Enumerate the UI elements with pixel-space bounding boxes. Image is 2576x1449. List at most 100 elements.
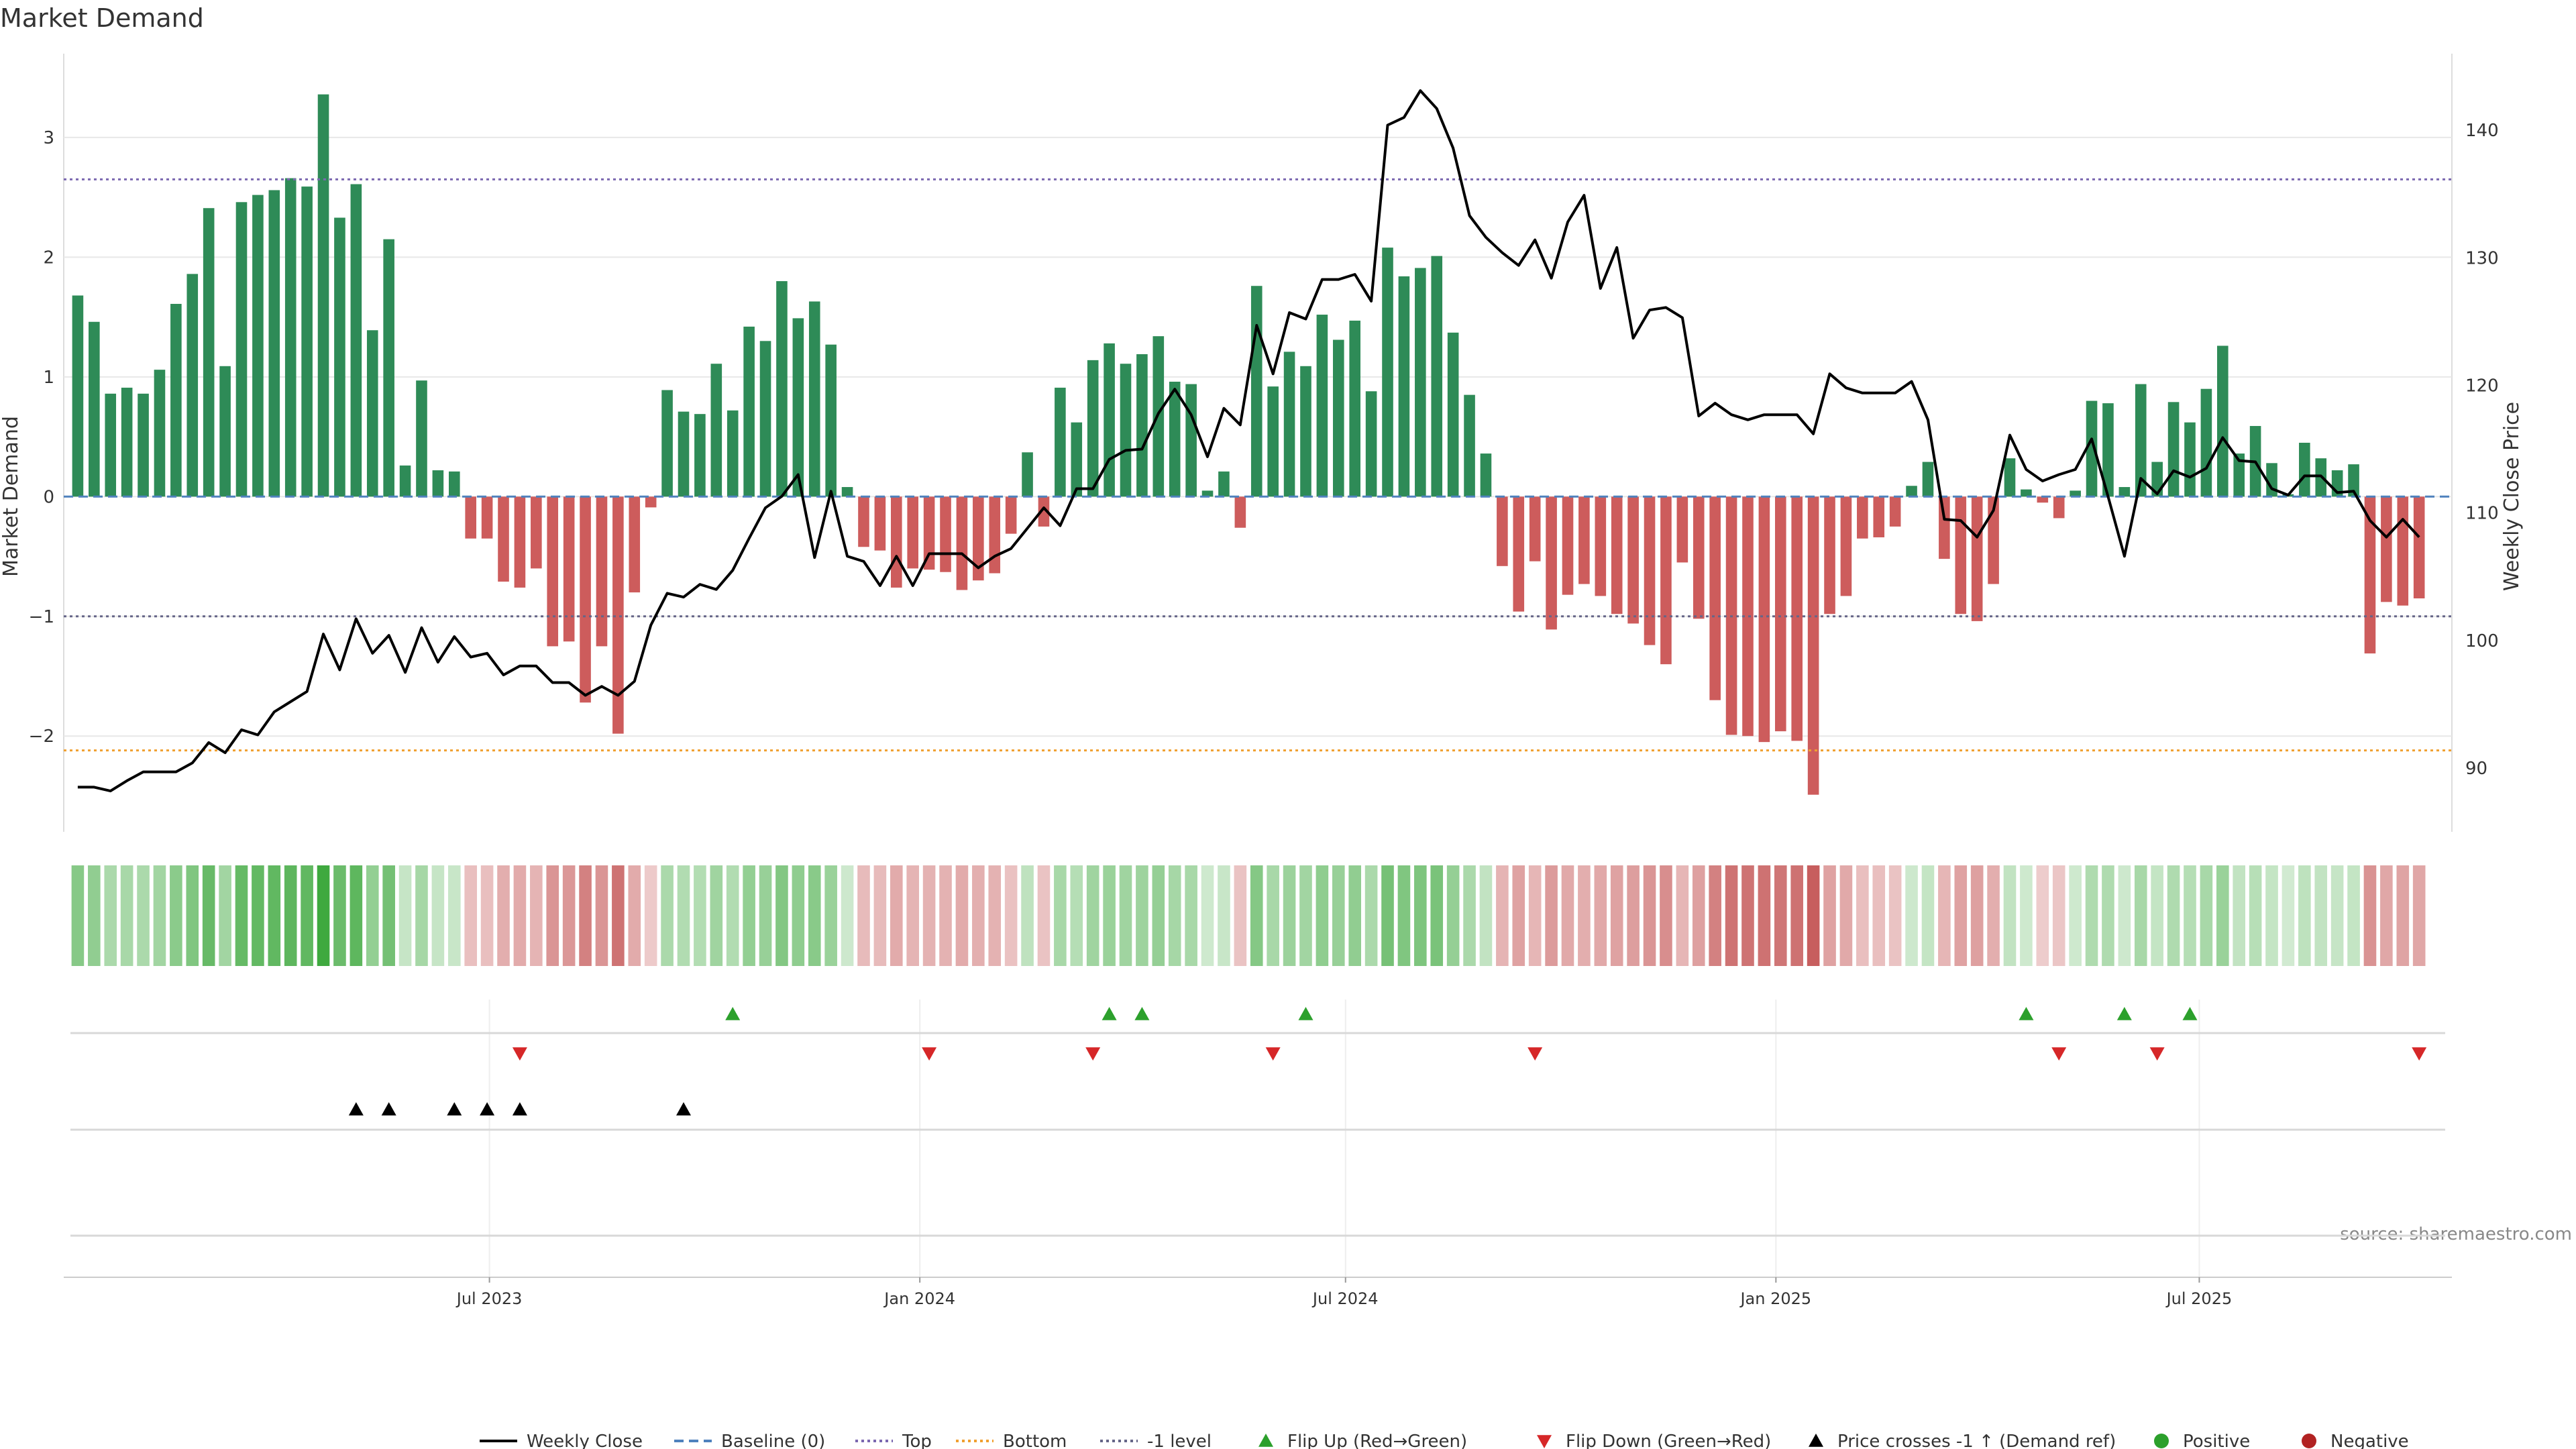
demand-bar-positive bbox=[2200, 388, 2212, 497]
demand-bar-negative bbox=[1234, 496, 1246, 528]
demand-bar-negative bbox=[596, 496, 608, 647]
strip-cell-negative bbox=[612, 865, 625, 966]
strip-cell-negative bbox=[1561, 865, 1574, 966]
legend-item: Bottom bbox=[956, 1432, 1067, 1449]
demand-bar-positive bbox=[219, 366, 231, 497]
flip-up-marker bbox=[1298, 1007, 1313, 1020]
legend-swatch bbox=[1258, 1434, 1273, 1447]
strip-cell-positive bbox=[333, 865, 346, 966]
strip-cell-positive bbox=[2020, 865, 2033, 966]
demand-bar-negative bbox=[1644, 496, 1656, 645]
strip-cell-negative bbox=[988, 865, 1002, 966]
strip-cell-negative bbox=[1676, 865, 1689, 966]
strip-cell-positive bbox=[202, 865, 215, 966]
price-cross-marker bbox=[348, 1102, 364, 1116]
legend-item: Top bbox=[855, 1432, 932, 1449]
strip-cell-negative bbox=[873, 865, 887, 966]
demand-bar-negative bbox=[890, 496, 902, 588]
flip-down-marker bbox=[2051, 1047, 2067, 1061]
strip-cell-positive bbox=[88, 865, 101, 966]
strip-cell-negative bbox=[939, 865, 952, 966]
strip-cell-negative bbox=[497, 865, 510, 966]
demand-bar-negative bbox=[1676, 496, 1688, 563]
strip-cell-positive bbox=[726, 865, 739, 966]
strip-cell-positive bbox=[1119, 865, 1132, 966]
legend-label: Flip Down (Green→Red) bbox=[1566, 1432, 1771, 1449]
strip-cell-negative bbox=[2036, 865, 2049, 966]
legend-label: Positive bbox=[2183, 1432, 2250, 1449]
legend-item: Positive bbox=[2154, 1432, 2250, 1449]
demand-bar-negative bbox=[2053, 496, 2065, 519]
strip-cell-positive bbox=[1201, 865, 1214, 966]
price-cross-marker bbox=[381, 1102, 396, 1116]
strip-cell-negative bbox=[1839, 865, 1853, 966]
demand-bar-negative bbox=[1971, 496, 1983, 621]
demand-bar-positive bbox=[1906, 486, 1917, 497]
y-tick-label-left: 2 bbox=[43, 248, 54, 268]
flip-down-marker bbox=[2149, 1047, 2165, 1061]
legend-label: Baseline (0) bbox=[721, 1432, 825, 1449]
demand-bar-positive bbox=[1922, 462, 1934, 497]
demand-bar-positive bbox=[1382, 248, 1393, 497]
demand-bar-negative bbox=[465, 496, 476, 539]
demand-bar-positive bbox=[825, 344, 837, 497]
flip-up-marker bbox=[1134, 1007, 1150, 1020]
demand-bar-positive bbox=[1071, 422, 1083, 497]
demand-bar-negative bbox=[1005, 496, 1017, 534]
strip-cell-negative bbox=[644, 865, 657, 966]
x-axis: Jul 2023 Jan 2024 Jul 2024 Jan 2025 Jul 2025 bbox=[64, 1277, 2452, 1308]
strip-cell-negative bbox=[1037, 865, 1051, 966]
flip-down-marker bbox=[922, 1047, 937, 1061]
demand-bar-positive bbox=[2004, 458, 2016, 497]
flip-up-marker bbox=[1102, 1007, 1117, 1020]
strip-cell-positive bbox=[2233, 865, 2246, 966]
strip-cell-positive bbox=[694, 865, 706, 966]
strip-cell-positive bbox=[824, 865, 837, 966]
demand-bar-positive bbox=[2021, 489, 2032, 497]
strip-cell-positive bbox=[2069, 865, 2082, 966]
demand-bar-positive bbox=[448, 471, 460, 497]
strip-cell-negative bbox=[1004, 865, 1018, 966]
strip-cell-negative bbox=[2396, 865, 2410, 966]
strip-cell-negative bbox=[1741, 865, 1754, 966]
demand-bar-positive bbox=[138, 393, 149, 497]
y-axis-ticks: 3 2 1 0 −1 −2 140 130 120 110 100 90 bbox=[29, 121, 2499, 779]
strip-cell-positive bbox=[382, 865, 395, 966]
legend-item: Flip Up (Red→Green) bbox=[1258, 1432, 1467, 1449]
legend-label: -1 level bbox=[1147, 1432, 1212, 1449]
legend-label: Price crosses -1 ↑ (Demand ref) bbox=[1837, 1432, 2116, 1449]
demand-bar-negative bbox=[2413, 496, 2425, 598]
demand-bar-negative bbox=[514, 496, 526, 588]
demand-bar-positive bbox=[334, 217, 345, 497]
legend-label: Negative bbox=[2330, 1432, 2409, 1449]
demand-bar-negative bbox=[1709, 496, 1721, 700]
strip-cell-negative bbox=[1545, 865, 1558, 966]
y-tick-label-right: 100 bbox=[2465, 631, 2499, 651]
demand-bar-positive bbox=[743, 326, 755, 497]
demand-bar-positive bbox=[105, 393, 117, 497]
demand-bar-positive bbox=[1464, 394, 1475, 497]
strip-cell-positive bbox=[219, 865, 231, 966]
strip-cell-positive bbox=[301, 865, 313, 966]
strip-cell-positive bbox=[661, 865, 674, 966]
demand-bar-negative bbox=[1873, 496, 1885, 537]
y-tick-label-right: 130 bbox=[2465, 248, 2499, 268]
demand-bar-positive bbox=[399, 465, 411, 497]
strip-cell-positive bbox=[186, 865, 199, 966]
demand-bar-negative bbox=[2397, 496, 2409, 606]
strip-cell-negative bbox=[628, 865, 641, 966]
strip-cell-positive bbox=[366, 865, 379, 966]
demand-bars bbox=[72, 94, 2425, 795]
demand-bar-positive bbox=[366, 330, 378, 497]
strip-cell-positive bbox=[2085, 865, 2098, 966]
demand-bar-positive bbox=[284, 178, 297, 497]
demand-bar-positive bbox=[1365, 391, 1377, 497]
strip-cell-positive bbox=[1250, 865, 1263, 966]
demand-bar-negative bbox=[1939, 496, 1950, 559]
demand-bar-positive bbox=[1250, 286, 1263, 497]
demand-bar-negative bbox=[547, 496, 559, 647]
demand-bar-negative bbox=[2381, 496, 2392, 602]
flip-up-marker bbox=[2182, 1007, 2198, 1020]
strip-cell-negative bbox=[1709, 865, 1721, 966]
flip-down-marker bbox=[1527, 1047, 1543, 1061]
